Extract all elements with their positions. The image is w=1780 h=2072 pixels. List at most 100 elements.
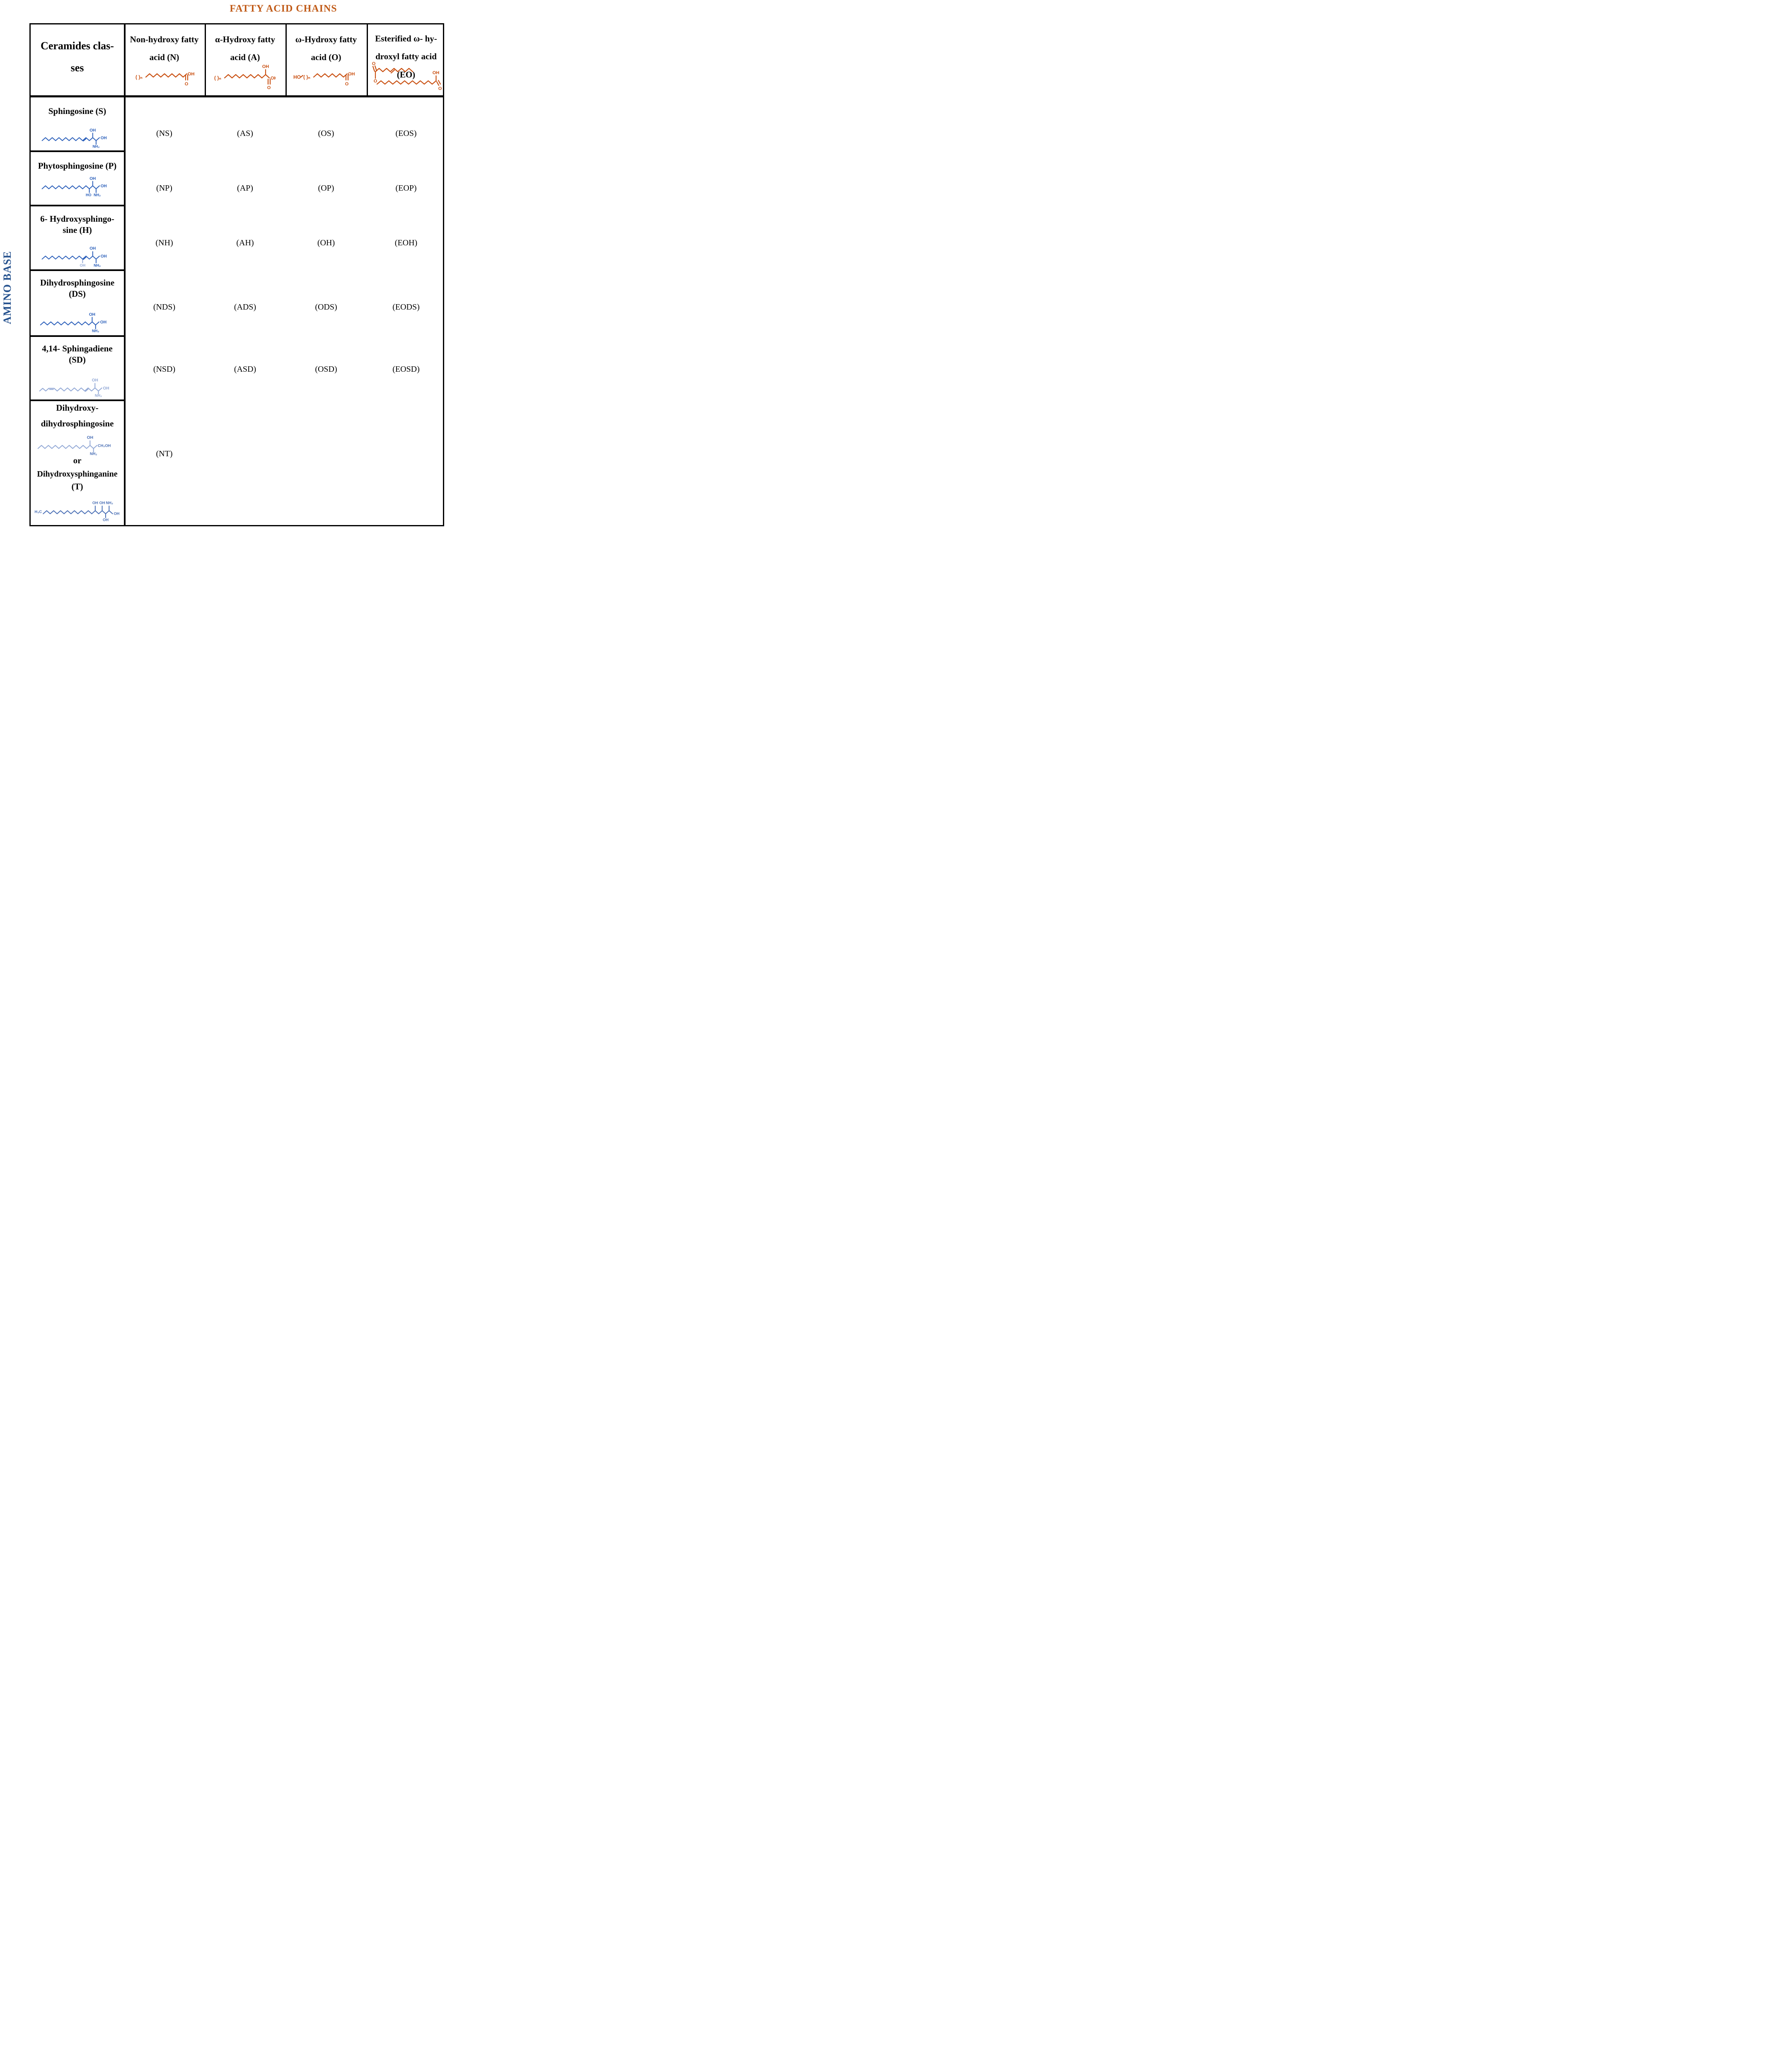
c3-hydroxyl-label: OH [87, 436, 93, 440]
amine-label: NH₂ [94, 263, 101, 267]
hydroxyl-label: OH [433, 70, 440, 75]
row-name-dihydroxy-line1: Dihydroxy- [56, 403, 99, 413]
amine-label: NH₂ [90, 452, 97, 455]
column-header-omega-hydroxy: ω-Hydroxy fatty acid (O) [295, 34, 357, 63]
row-name-phytosphingosine: Phytosphingosine (P) [38, 161, 117, 171]
sphingadiene-structure: OH NH₂ OH [39, 378, 109, 397]
chain-repeat-label: ( )ₙ [303, 74, 310, 80]
figure-root: FATTY ACID CHAINS AMINO BASE Ceramides c… [0, 0, 445, 530]
cell-OH: (OH) [317, 238, 335, 247]
c6-hydroxyl-label: OH [80, 263, 86, 267]
amine-label: NH₂ [106, 501, 113, 505]
header-divider-n-a [205, 24, 206, 95]
6-hydroxysphingosine-structure: OH OH NH₂ OH [41, 247, 107, 267]
omega-hydroxy-fatty-acid-structure: HO ( )ₙ OH O [293, 72, 355, 87]
c3-hydroxyl-label: OH [89, 247, 96, 251]
carbonyl-oxygen-label: O [267, 85, 271, 90]
cell-EOS: (EOS) [395, 129, 417, 138]
carbonyl-oxygen-label: O [438, 86, 442, 91]
omega-hydroxyl-label: HO [293, 74, 301, 80]
c4-hydroxyl-label: HO [86, 193, 92, 197]
c3-hydroxyl-label: OH [89, 128, 96, 133]
row-name-sphingosine: Sphingosine (S) [48, 106, 106, 116]
header-divider [31, 95, 443, 97]
c3-hydroxyl-label: OH [89, 177, 96, 181]
amino-base-axis-label: AMINO BASE [1, 251, 13, 324]
c1-hydroxyl-label: OH [101, 136, 107, 140]
cell-AP: (AP) [237, 184, 253, 193]
cell-OSD: (OSD) [315, 365, 337, 374]
hydroxyl-label: OH [348, 72, 355, 77]
c3-hydroxyl-label: OH [92, 378, 98, 382]
alpha-hydroxy-fatty-acid-structure: ( )ₙ OH OH O [214, 64, 276, 90]
cell-ASD: (ASD) [234, 365, 256, 374]
cell-NT: (NT) [156, 449, 173, 458]
column1-divider [124, 24, 126, 525]
amine-label: NH₂ [95, 393, 102, 397]
dihydroxysphinganine-structure: H₃C OH OH NH₂ OH OH [34, 501, 119, 522]
row-divider-1 [31, 150, 124, 152]
carbonyl-oxygen-label: O [345, 82, 349, 87]
lower-hydroxyl-label: OH [103, 518, 109, 521]
non-hydroxy-fatty-acid-structure: ( )ₙ OH O [135, 72, 195, 87]
corner-header-ceramides-classes: Ceramides clas- ses [41, 40, 114, 74]
amine-label: NH₂ [94, 193, 101, 197]
c3-hydroxyl-label: OH [89, 312, 95, 317]
carbonyl-oxygen-label: O [185, 82, 189, 87]
row-name-dihydroxysphinganine: Dihydroxysphinganine [37, 470, 118, 479]
cell-NS: (NS) [156, 129, 172, 138]
amine-label: NH₂ [92, 329, 99, 333]
header-divider-a-o [285, 24, 287, 95]
row-divider-3 [31, 269, 124, 271]
cell-EOH: (EOH) [394, 238, 418, 247]
c1-hydroxyl-label: OH [114, 512, 119, 516]
row-name-6-hydroxysphingosine: 6- Hydroxysphingo- sine (H) [40, 214, 114, 235]
row-divider-5 [31, 399, 124, 401]
chain-repeat-label: ( )ₙ [214, 75, 221, 81]
cell-OP: (OP) [318, 184, 334, 193]
cell-NP: (NP) [156, 184, 172, 193]
c1-ch2oh-label: CH₂OH [98, 443, 111, 448]
header-divider-o-eo [367, 24, 368, 95]
fatty-acid-chains-title: FATTY ACID CHAINS [230, 3, 337, 14]
chain-repeat-label: ( )ₙ [135, 74, 143, 80]
alpha-hydroxyl-label: OH [262, 64, 269, 69]
amine-label: NH₂ [92, 145, 99, 148]
row-name-dihydroxy-line2: dihydrosphingosine [41, 419, 114, 428]
row-divider-4 [31, 335, 124, 337]
row-divider-2 [31, 205, 124, 206]
cell-EOSD: (EOSD) [392, 365, 420, 374]
c1-hydroxyl-label: OH [103, 386, 109, 391]
row-name-sphingadiene: 4,14- Sphingadiene (SD) [42, 344, 113, 365]
column-header-alpha-hydroxy: α-Hydroxy fatty acid (A) [215, 34, 275, 63]
ester-carbonyl-oxygen-label: O [372, 61, 376, 66]
hydroxyl-label: OH [188, 72, 195, 77]
phytosphingosine-structure: HO OH NH₂ OH [41, 177, 107, 197]
esterified-omega-hydroxyl-structure: O O OH O [372, 61, 442, 91]
row-name-or: or [73, 455, 82, 465]
c1-hydroxyl-label: OH [101, 254, 107, 259]
cell-NDS: (NDS) [153, 303, 176, 312]
dihydroxy-dihydrosphingosine-structure: OH NH₂ CH₂OH [37, 436, 111, 455]
row-name-dihydrosphingosine: Dihydrosphingosine (DS) [40, 278, 115, 299]
terminal-methyl-label: H₃C [34, 510, 42, 514]
c1-hydroxyl-label: OH [101, 184, 107, 189]
cell-AS: (AS) [237, 129, 253, 138]
hydroxyl-label: OH [271, 76, 276, 81]
cell-EOP: (EOP) [395, 184, 417, 193]
c1-hydroxyl-label: OH [100, 320, 106, 324]
cell-EODS: (EODS) [392, 303, 420, 312]
sphingosine-structure: OH NH₂ OH [41, 128, 107, 148]
ceramide-nomenclature-table: Ceramides clas- ses Non-hydroxy fatty ac… [29, 23, 444, 526]
column-header-esterified-omega: Esterified ω- hy- droxyl fatty acid (EO) [375, 34, 437, 80]
ester-oxygen-label: O [374, 79, 377, 84]
row-name-t-abbrev: (T) [71, 482, 83, 491]
dihydrosphingosine-structure: OH NH₂ OH [40, 312, 106, 333]
cell-ODS: (ODS) [315, 303, 337, 312]
cell-ADS: (ADS) [234, 303, 256, 312]
column-header-non-hydroxy: Non-hydroxy fatty acid (N) [130, 34, 199, 63]
cell-NSD: (NSD) [153, 365, 176, 374]
cell-NH: (NH) [155, 238, 173, 247]
cell-OS: (OS) [318, 129, 334, 138]
hydroxyl-label-1: OH [92, 501, 98, 505]
